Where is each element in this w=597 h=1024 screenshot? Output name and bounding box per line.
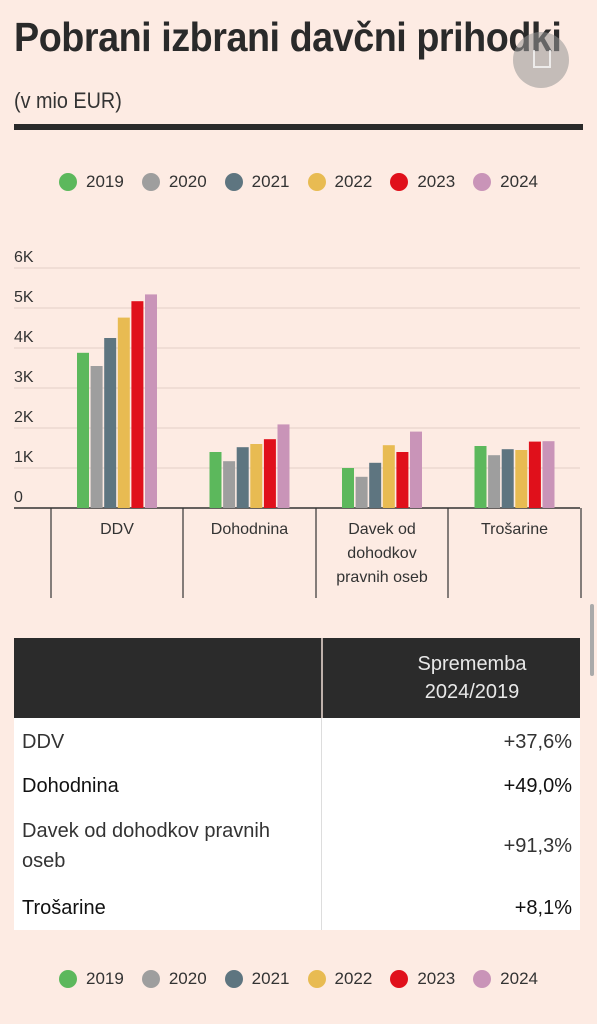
- legend-item-2019[interactable]: 2019: [59, 969, 124, 989]
- bar-2021-1: [236, 447, 249, 508]
- row-value: +37,6%: [503, 730, 572, 753]
- legend-item-2020[interactable]: 2020: [141, 172, 207, 192]
- legend-item-2024[interactable]: 2024: [473, 172, 538, 192]
- bar-2024-2: [410, 431, 422, 508]
- legend-item-2021[interactable]: 2021: [224, 172, 290, 192]
- legend-bottom: 2019 2020 2021 2022 2023 2024: [0, 969, 597, 989]
- legend-item-2022[interactable]: 2022: [307, 969, 373, 989]
- table-row: Trošarine +8,1%: [14, 886, 580, 930]
- legend-dot-icon: [307, 970, 326, 988]
- table-row: Davek od dohodkov pravnih oseb +91,3%: [14, 806, 580, 886]
- legend-dot-icon: [59, 970, 78, 988]
- bar-2022-0: [117, 317, 130, 508]
- legend-label: 2021: [251, 172, 290, 191]
- row-label: Davek od dohodkov pravnih oseb: [22, 820, 270, 872]
- bar-2022-3: [515, 450, 528, 508]
- y-tick-label: 5K: [14, 289, 34, 306]
- bar-2024-3: [542, 441, 555, 508]
- legend-label: 2023: [417, 172, 456, 191]
- table-body: DDV +37,6% Dohodnina +49,0% Davek od dohodko…: [14, 718, 580, 930]
- bar-2023-0: [131, 301, 144, 508]
- legend-item-2021[interactable]: 2021: [224, 969, 290, 989]
- bar-2020-2: [355, 476, 368, 508]
- table-row: DDV +37,6%: [14, 718, 580, 766]
- legend-dot-icon: [390, 970, 409, 988]
- legend-label: 2022: [334, 172, 373, 191]
- y-tick-label: 1K: [14, 449, 34, 466]
- table-row: Dohodnina +49,0%: [14, 766, 580, 806]
- legend-item-2023[interactable]: 2023: [390, 969, 455, 989]
- row-label: Dohodnina: [22, 775, 119, 797]
- legend-dot-icon: [59, 173, 78, 191]
- bar-2020-0: [90, 366, 103, 508]
- bar-chart: 0 1K 2K 3K 4K 5K 6K DDV Dohodnina Davek od dohodko…: [14, 249, 582, 598]
- bar-2019-2: [342, 468, 354, 508]
- legend-item-2024[interactable]: 2024: [473, 969, 538, 989]
- legend-item-2020[interactable]: 2020: [141, 969, 207, 989]
- table-header: Sprememba 2024/2019: [14, 638, 580, 718]
- x-category-label: dohodkov: [347, 545, 416, 562]
- legend-dot-icon: [390, 173, 409, 191]
- y-tick-label: 2K: [14, 409, 34, 426]
- bar-2022-1: [250, 444, 263, 508]
- bar-2022-2: [382, 445, 395, 508]
- bar-2021-2: [369, 462, 382, 508]
- legend-label: 2019: [86, 172, 124, 191]
- legend-label: 2019: [86, 969, 124, 988]
- change-table: Sprememba 2024/2019 DDV +37,6% Dohodnina +4…: [14, 638, 580, 930]
- x-category-label: Dohodnina: [211, 521, 289, 538]
- row-value: +8,1%: [514, 896, 572, 919]
- legend-dot-icon: [307, 173, 326, 191]
- scrollbar[interactable]: [590, 604, 594, 676]
- bar-2023-3: [528, 441, 541, 508]
- header-change: Sprememba 2024/2019: [417, 653, 527, 703]
- legend-label: 2022: [334, 969, 373, 988]
- table-divider: [321, 718, 322, 930]
- legend-label: 2024: [500, 172, 538, 191]
- row-value: +49,0%: [503, 774, 572, 797]
- legend-item-2019[interactable]: 2019: [59, 172, 124, 192]
- legend-label: 2023: [417, 969, 456, 988]
- y-tick-label: 3K: [14, 369, 34, 386]
- page-title: Pobrani izbrani davčni prihodki: [14, 14, 562, 60]
- row-value: +91,3%: [503, 834, 572, 857]
- header-divider: [321, 638, 323, 718]
- legend-label: 2021: [251, 969, 290, 988]
- title-rule: [14, 124, 583, 130]
- bar-2020-3: [488, 455, 501, 508]
- x-category-label: DDV: [100, 521, 134, 538]
- share-icon[interactable]: [513, 32, 569, 88]
- bar-2024-0: [145, 294, 157, 508]
- x-category-label: pravnih oseb: [336, 569, 428, 586]
- y-tick-label: 6K: [14, 249, 34, 266]
- bar-2021-3: [501, 449, 514, 508]
- y-tick-label: 4K: [14, 329, 34, 346]
- legend-dot-icon: [473, 970, 492, 988]
- page-subtitle: (v mio EUR): [14, 88, 122, 113]
- bar-2023-2: [396, 452, 409, 508]
- legend-top: 2019 2020 2021 2022 2023 2024: [0, 172, 597, 192]
- row-label: DDV: [22, 731, 65, 753]
- bar-2023-1: [263, 439, 276, 508]
- legend-item-2022[interactable]: 2022: [307, 172, 373, 192]
- legend-dot-icon: [224, 970, 243, 988]
- legend-dot-icon: [224, 173, 243, 191]
- legend-dot-icon: [473, 173, 492, 191]
- legend-label: 2024: [500, 969, 538, 988]
- bar-2020-1: [223, 461, 236, 508]
- x-category-label: Trošarine: [481, 521, 548, 538]
- bar-2021-0: [104, 338, 117, 508]
- legend-dot-icon: [141, 970, 160, 988]
- bar-2019-3: [474, 446, 487, 508]
- legend-dot-icon: [141, 173, 160, 191]
- legend-item-2023[interactable]: 2023: [390, 172, 455, 192]
- row-label: Trošarine: [22, 897, 106, 919]
- bar-2024-1: [277, 424, 290, 508]
- legend-label: 2020: [168, 969, 207, 988]
- y-tick-label: 0: [14, 489, 23, 506]
- legend-label: 2020: [168, 172, 207, 191]
- bar-2019-1: [209, 452, 222, 508]
- bar-2019-0: [77, 352, 89, 508]
- x-category-label: Davek od: [348, 521, 416, 538]
